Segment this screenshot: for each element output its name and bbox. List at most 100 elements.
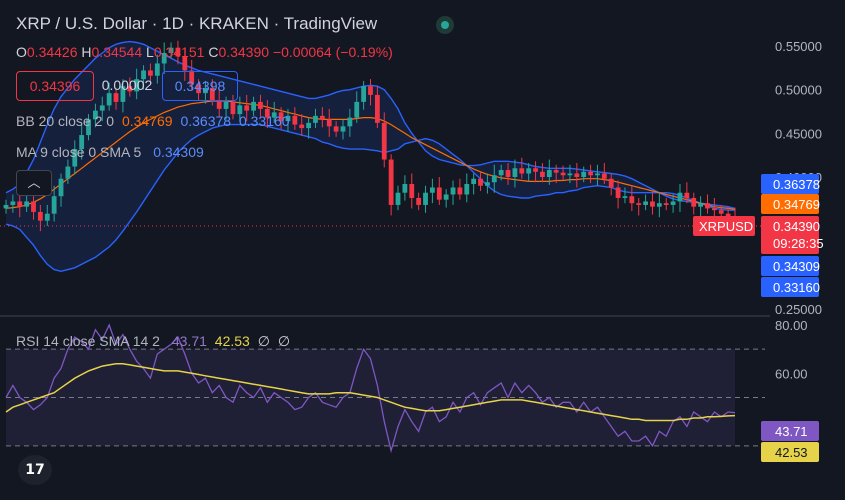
price-label-ma: 0.34309 [773, 259, 820, 274]
rsi-value-label: 43.71 [775, 424, 808, 439]
candle-body [65, 166, 71, 179]
candle-body [209, 87, 215, 101]
symbol-tag-badge [693, 216, 755, 236]
candle-body [37, 211, 43, 221]
market-open-status-icon [436, 16, 454, 34]
candle-body [292, 115, 298, 125]
candle-body [278, 112, 284, 122]
collapse-legend-button[interactable]: ︿ [16, 170, 52, 196]
candle-body [285, 115, 291, 122]
candle-body [718, 210, 724, 214]
candle-body [546, 170, 552, 177]
candle-body [127, 86, 133, 92]
price-label-badge-bb_upper [761, 174, 819, 194]
candle-body [512, 168, 518, 177]
spread-value: 0.00002 [101, 77, 153, 93]
ohlc-high-label: H [81, 44, 92, 60]
price-label-badge-bb_lower [761, 277, 819, 297]
candle-body [113, 93, 119, 102]
bb-band-fill [6, 41, 735, 272]
candle-body [106, 93, 112, 106]
ma-legend[interactable]: MA 9 close 0 SMA 5 0.34309 [16, 144, 204, 160]
ohlc-close-value: 0.34390 [218, 44, 270, 60]
tradingview-logo[interactable]: 17 [18, 455, 52, 485]
ohlc-legend: O0.34426 H0.34544 L0.34151 C0.34390 −0.0… [16, 44, 393, 60]
candle-body [485, 182, 490, 186]
rsi-line [5, 323, 736, 454]
candle-body [230, 101, 236, 115]
candle-body [388, 159, 394, 205]
symbol-tag: XRPUSD [699, 219, 753, 234]
candle-body [423, 192, 428, 205]
candle-body [608, 178, 614, 188]
candle-body [72, 149, 78, 167]
candle-body [3, 204, 9, 209]
price-label-badge-ma [761, 256, 819, 276]
candle-body [120, 86, 126, 102]
candle-body [533, 168, 538, 172]
candle-body [663, 203, 669, 205]
rsi-value-badge [761, 421, 819, 441]
candle-body [99, 105, 105, 111]
candle-body [450, 187, 456, 195]
candle-body [299, 124, 305, 129]
bb-upper-value: 0.36378 [180, 113, 232, 129]
candle-body [670, 201, 676, 205]
ohlc-open-label: O [16, 44, 27, 60]
candle-body [154, 63, 160, 76]
candle-body [319, 115, 325, 120]
bb-legend[interactable]: BB 20 close 2 0 0.34769 0.36378 0.33160 [16, 113, 290, 129]
candle-body [24, 201, 30, 207]
countdown-label: 09:28:35 [773, 236, 824, 251]
candle-body [189, 70, 195, 85]
rsi-extra-2: ∅ [277, 333, 291, 349]
ohlc-low-label: L [146, 44, 154, 60]
bb-lower-value: 0.33160 [238, 113, 290, 129]
candle-body [416, 197, 422, 205]
bb-legend-label: BB 20 close 2 0 [16, 113, 115, 129]
rsi-extra-1: ∅ [257, 333, 270, 349]
candle-body [464, 183, 470, 195]
candle-body [326, 119, 332, 127]
sell-button[interactable]: 0.34396 [16, 71, 94, 101]
candle-body [491, 175, 497, 183]
buy-button[interactable]: 0.34398 [162, 71, 238, 101]
candle-body [216, 100, 222, 109]
candle-body [560, 172, 566, 176]
candle-body [601, 173, 607, 179]
price-axis-tick: 0.50000 [775, 83, 822, 98]
chart-title: XRP / U.S. Dollar · 1D · KRAKEN · Tradin… [16, 14, 378, 33]
bb-basis-value: 0.34769 [121, 113, 173, 129]
candle-body [677, 192, 683, 202]
candle-body [636, 203, 642, 205]
candle-body [650, 201, 655, 207]
ma-value: 0.34309 [153, 144, 204, 160]
candle-body [347, 117, 353, 127]
rsi-value-label: 42.53 [775, 445, 808, 460]
ohlc-open-value: 0.34426 [26, 44, 78, 60]
candle-body [237, 105, 243, 115]
candle-body [457, 187, 463, 195]
ohlc-change: −0.00064 (−0.19%) [272, 44, 393, 60]
candle-body [203, 87, 208, 94]
candle-body [264, 108, 270, 118]
candle-body [643, 201, 649, 205]
candle-body [175, 47, 181, 57]
rsi-value: 43.71 [171, 333, 207, 349]
price-label-bb_lower: 0.33160 [773, 280, 820, 295]
candle-body [306, 122, 312, 129]
candle-body [711, 208, 717, 211]
bb-lower-line [5, 123, 735, 273]
rsi-legend[interactable]: RSI 14 close SMA 14 2 43.71 42.53 ∅ ∅ [16, 333, 290, 350]
candle-body [251, 101, 256, 111]
candle-body [436, 187, 442, 200]
candle-body [595, 173, 600, 176]
candle-body [86, 119, 91, 136]
candle-body [443, 194, 449, 200]
candle-body [271, 112, 277, 118]
candle-body [581, 171, 587, 177]
price-label-badge-last [761, 216, 819, 254]
price-label-bb_basis: 0.34769 [773, 197, 820, 212]
candle-body [340, 126, 346, 132]
